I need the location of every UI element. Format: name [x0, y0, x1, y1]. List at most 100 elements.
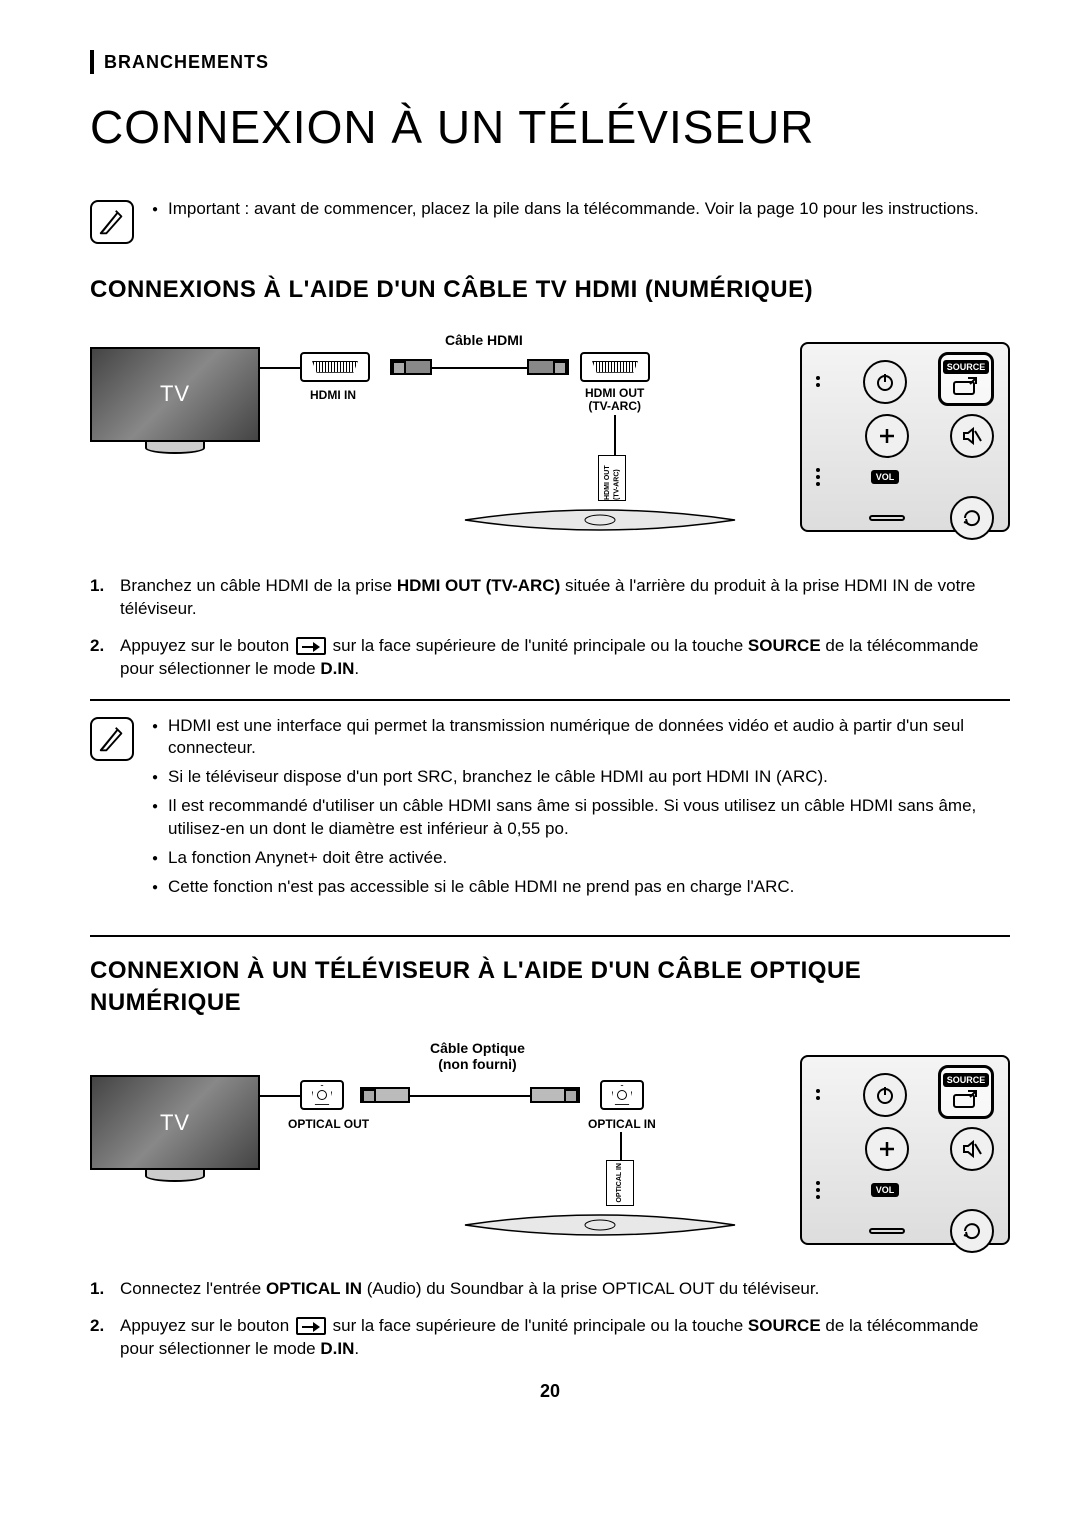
intro-note-bullet: Important : avant de commencer, placez l… — [152, 198, 1010, 221]
mute-icon — [950, 1127, 994, 1171]
step-number: 2. — [90, 1315, 104, 1338]
step-number: 1. — [90, 575, 104, 598]
plus-icon — [865, 1127, 909, 1171]
note-bullet: Il est recommandé d'utiliser un câble HD… — [152, 795, 1010, 841]
step-text: Appuyez sur le bouton — [120, 1316, 294, 1335]
minus-bar-icon — [869, 1228, 905, 1234]
vol-label: VOL — [871, 470, 900, 484]
cable-plug-left — [360, 1087, 410, 1103]
step-bold: SOURCE — [748, 636, 821, 655]
soundbar-graphic — [460, 1210, 740, 1240]
soundbar-graphic — [460, 505, 740, 535]
step-number: 1. — [90, 1278, 104, 1301]
tv-label: TV — [160, 379, 190, 409]
section2-heading: CONNEXION À UN TÉLÉVISEUR À L'AIDE D'UN … — [90, 955, 1010, 1020]
source-button-icon — [296, 637, 326, 655]
note-bullet: Si le téléviseur dispose d'un port SRC, … — [152, 766, 1010, 789]
plus-icon — [865, 414, 909, 458]
tv-stand — [145, 1170, 205, 1182]
device-port-label: OPTICAL IN — [588, 1116, 656, 1132]
braille-dots — [816, 1089, 820, 1100]
repeat-icon — [950, 496, 994, 540]
remote-graphic: SOURCE VOL — [800, 342, 1010, 532]
step-bold: D.IN — [320, 659, 354, 678]
step-text: sur la face supérieure de l'unité princi… — [328, 1316, 748, 1335]
tv-optical-port — [300, 1080, 344, 1110]
section-label: BRANCHEMENTS — [90, 50, 1010, 74]
step-text: Branchez un câble HDMI de la prise — [120, 576, 397, 595]
source-label: SOURCE — [943, 1073, 990, 1087]
repeat-icon — [950, 1209, 994, 1253]
cable-line — [410, 1095, 530, 1097]
step-text: . — [354, 659, 359, 678]
intro-note-text: Important : avant de commencer, placez l… — [152, 198, 1010, 227]
step-bold: SOURCE — [748, 1316, 821, 1335]
tv-stand — [145, 442, 205, 454]
note-icon — [90, 200, 134, 244]
step-item: 1. Branchez un câble HDMI de la prise HD… — [90, 575, 1010, 621]
source-highlight: SOURCE — [938, 1065, 994, 1119]
braille-dots — [816, 376, 820, 387]
note-bullet: Cette fonction n'est pas accessible si l… — [152, 876, 1010, 899]
mute-icon — [950, 414, 994, 458]
soundbar-port-vtext: HDMI OUT (TV-ARC) — [603, 456, 622, 500]
section2-steps: 1. Connectez l'entrée OPTICAL IN (Audio)… — [90, 1278, 1010, 1361]
step-bold: OPTICAL IN — [266, 1279, 362, 1298]
section1-steps: 1. Branchez un câble HDMI de la prise HD… — [90, 575, 1010, 681]
power-icon — [863, 1073, 907, 1117]
step-number: 2. — [90, 635, 104, 658]
note-icon — [90, 717, 134, 761]
tv-port-label: OPTICAL OUT — [288, 1116, 369, 1132]
hdmi-port-shape — [592, 361, 638, 373]
cable-label: Câble Optique (non fourni) — [430, 1040, 525, 1072]
step-bold: HDMI OUT (TV-ARC) — [397, 576, 560, 595]
intro-note: Important : avant de commencer, placez l… — [90, 198, 1010, 244]
connector-line — [260, 367, 300, 369]
cable-label-l1: Câble Optique — [430, 1040, 525, 1056]
step-text: (Audio) du Soundbar à la prise OPTICAL O… — [362, 1279, 819, 1298]
cable-label-l2: (non fourni) — [438, 1056, 517, 1072]
page-number: 20 — [90, 1379, 1010, 1403]
step-text: Appuyez sur le bouton — [120, 636, 294, 655]
tv-screen: TV — [90, 347, 260, 442]
section1-notes: HDMI est une interface qui permet la tra… — [90, 715, 1010, 906]
section1-heading: CONNEXIONS À L'AIDE D'UN CÂBLE TV HDMI (… — [90, 274, 1010, 306]
step-text: Connectez l'entrée — [120, 1279, 266, 1298]
cable-plug-left — [390, 359, 432, 375]
step-text: . — [354, 1339, 359, 1358]
tv-port-label: HDMI IN — [310, 387, 356, 403]
note-bullet: La fonction Anynet+ doit être activée. — [152, 847, 1010, 870]
source-button-icon — [296, 1317, 326, 1335]
notes-list: HDMI est une interface qui permet la tra… — [152, 715, 1010, 906]
braille-dots — [816, 468, 820, 486]
soundbar-port-vtext: OPTICAL IN — [615, 1163, 624, 1203]
power-icon — [863, 360, 907, 404]
cable-plug-right — [527, 359, 569, 375]
remote-graphic: SOURCE VOL — [800, 1055, 1010, 1245]
connector-line — [260, 1095, 300, 1097]
step-item: 1. Connectez l'entrée OPTICAL IN (Audio)… — [90, 1278, 1010, 1301]
divider — [90, 935, 1010, 937]
tv-graphic: TV — [90, 1075, 260, 1185]
note-bullet: HDMI est une interface qui permet la tra… — [152, 715, 1010, 761]
optical-port-shape — [612, 1085, 632, 1105]
source-label: SOURCE — [943, 360, 990, 374]
hdmi-port-shape — [312, 361, 358, 373]
source-icon — [952, 1089, 980, 1111]
hdmi-diagram: TV HDMI IN Câble HDMI HDMI OUT (TV-ARC) … — [90, 327, 1010, 547]
device-port-label-l2: (TV-ARC) — [588, 399, 641, 413]
minus-bar-icon — [869, 515, 905, 521]
device-port-label: HDMI OUT (TV-ARC) — [585, 387, 644, 413]
tv-screen: TV — [90, 1075, 260, 1170]
step-item: 2. Appuyez sur le bouton sur la face sup… — [90, 1315, 1010, 1361]
device-hdmi-port — [580, 352, 650, 382]
braille-dots — [816, 1181, 820, 1199]
device-optical-port — [600, 1080, 644, 1110]
step-item: 2. Appuyez sur le bouton sur la face sup… — [90, 635, 1010, 681]
divider — [90, 699, 1010, 701]
source-highlight: SOURCE — [938, 352, 994, 406]
tv-graphic: TV — [90, 347, 260, 457]
source-icon — [952, 376, 980, 398]
tv-hdmi-port — [300, 352, 370, 382]
optical-diagram: TV OPTICAL OUT Câble Optique (non fourni… — [90, 1040, 1010, 1250]
